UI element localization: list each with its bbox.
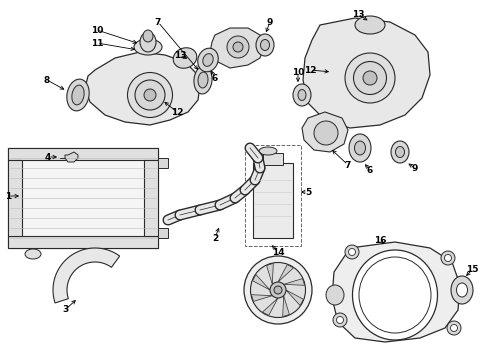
Polygon shape xyxy=(303,18,430,128)
Ellipse shape xyxy=(450,324,458,332)
Text: 9: 9 xyxy=(267,18,273,27)
Ellipse shape xyxy=(198,48,218,72)
Bar xyxy=(253,163,293,238)
Ellipse shape xyxy=(391,141,409,163)
Ellipse shape xyxy=(333,313,347,327)
Ellipse shape xyxy=(447,321,461,335)
Bar xyxy=(144,160,158,236)
Bar xyxy=(158,228,168,238)
Text: 3: 3 xyxy=(62,306,68,315)
Polygon shape xyxy=(332,242,460,342)
Ellipse shape xyxy=(256,34,274,56)
Bar xyxy=(8,236,158,248)
Polygon shape xyxy=(283,296,290,316)
Ellipse shape xyxy=(345,53,395,103)
Ellipse shape xyxy=(457,283,467,297)
Polygon shape xyxy=(253,275,270,290)
Polygon shape xyxy=(65,152,78,162)
Ellipse shape xyxy=(194,66,212,94)
Polygon shape xyxy=(302,112,348,152)
Ellipse shape xyxy=(444,255,451,261)
Polygon shape xyxy=(284,279,305,285)
Polygon shape xyxy=(267,264,273,284)
Ellipse shape xyxy=(67,79,89,111)
Ellipse shape xyxy=(134,39,162,55)
Bar xyxy=(158,158,168,168)
Bar xyxy=(245,145,301,246)
Polygon shape xyxy=(278,265,294,282)
Ellipse shape xyxy=(451,276,473,304)
Polygon shape xyxy=(85,52,200,125)
Text: 12: 12 xyxy=(304,66,316,75)
Ellipse shape xyxy=(395,147,405,158)
Ellipse shape xyxy=(337,316,343,324)
Text: 7: 7 xyxy=(345,161,351,170)
Ellipse shape xyxy=(326,285,344,305)
Text: 10: 10 xyxy=(292,68,304,77)
Ellipse shape xyxy=(127,72,172,117)
Bar xyxy=(8,160,22,236)
Ellipse shape xyxy=(270,282,286,298)
Polygon shape xyxy=(210,28,265,68)
Ellipse shape xyxy=(348,248,356,256)
Ellipse shape xyxy=(314,121,338,145)
Text: 14: 14 xyxy=(271,248,284,257)
Ellipse shape xyxy=(441,251,455,265)
Ellipse shape xyxy=(233,42,243,52)
Ellipse shape xyxy=(135,80,165,110)
Ellipse shape xyxy=(250,262,305,318)
Ellipse shape xyxy=(274,286,282,294)
Ellipse shape xyxy=(349,134,371,162)
Text: 6: 6 xyxy=(367,166,373,175)
Bar xyxy=(8,148,158,160)
Ellipse shape xyxy=(363,71,377,85)
Ellipse shape xyxy=(244,256,312,324)
Ellipse shape xyxy=(140,32,156,52)
Text: 10: 10 xyxy=(91,26,103,35)
Ellipse shape xyxy=(298,90,306,100)
Text: 16: 16 xyxy=(374,235,386,244)
Bar xyxy=(8,148,158,248)
Text: 13: 13 xyxy=(352,9,364,18)
Text: 2: 2 xyxy=(212,234,218,243)
Text: 9: 9 xyxy=(412,163,418,172)
Ellipse shape xyxy=(227,36,249,58)
Text: 5: 5 xyxy=(305,188,311,197)
Ellipse shape xyxy=(261,40,270,50)
Polygon shape xyxy=(263,298,278,315)
Text: 11: 11 xyxy=(91,39,103,48)
Polygon shape xyxy=(251,295,272,301)
Ellipse shape xyxy=(72,85,84,105)
Ellipse shape xyxy=(354,141,366,155)
Ellipse shape xyxy=(203,54,213,66)
Text: 15: 15 xyxy=(466,266,478,274)
Text: 12: 12 xyxy=(171,108,183,117)
Ellipse shape xyxy=(143,30,153,42)
Text: 13: 13 xyxy=(174,50,186,59)
Ellipse shape xyxy=(259,147,277,155)
Text: 4: 4 xyxy=(45,153,51,162)
Ellipse shape xyxy=(352,250,438,340)
Ellipse shape xyxy=(353,62,387,95)
Ellipse shape xyxy=(25,249,41,259)
Ellipse shape xyxy=(144,89,156,101)
Polygon shape xyxy=(53,248,120,303)
Polygon shape xyxy=(286,290,303,306)
Ellipse shape xyxy=(345,245,359,259)
Ellipse shape xyxy=(198,72,208,88)
Ellipse shape xyxy=(355,16,385,34)
Text: 8: 8 xyxy=(44,76,50,85)
Text: 1: 1 xyxy=(5,192,11,201)
Text: 6: 6 xyxy=(212,73,218,82)
Text: 7: 7 xyxy=(155,18,161,27)
Ellipse shape xyxy=(293,84,311,106)
Bar xyxy=(263,153,283,165)
Ellipse shape xyxy=(173,48,197,68)
